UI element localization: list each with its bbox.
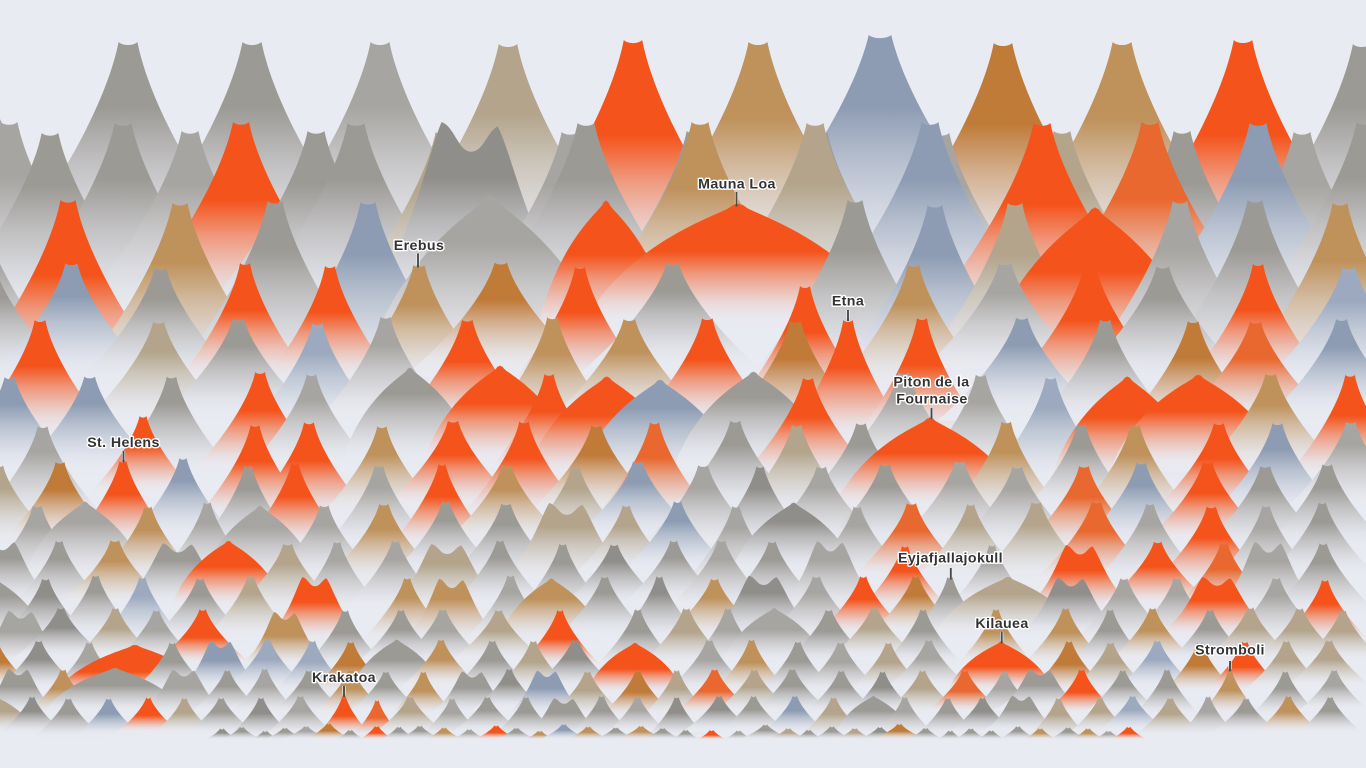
svg-text:Etna: Etna (832, 294, 864, 310)
svg-text:Kilauea: Kilauea (975, 616, 1028, 632)
svg-text:Krakatoa: Krakatoa (312, 670, 376, 686)
svg-text:Piton de la: Piton de la (893, 375, 969, 391)
svg-text:St. Helens: St. Helens (87, 435, 160, 451)
svg-text:Mauna Loa: Mauna Loa (698, 177, 776, 193)
svg-text:Erebus: Erebus (394, 238, 445, 254)
svg-text:Eyjafjallajokull: Eyjafjallajokull (898, 551, 1003, 567)
svg-text:Fournaise: Fournaise (896, 392, 967, 408)
svg-text:Stromboli: Stromboli (1195, 643, 1265, 659)
